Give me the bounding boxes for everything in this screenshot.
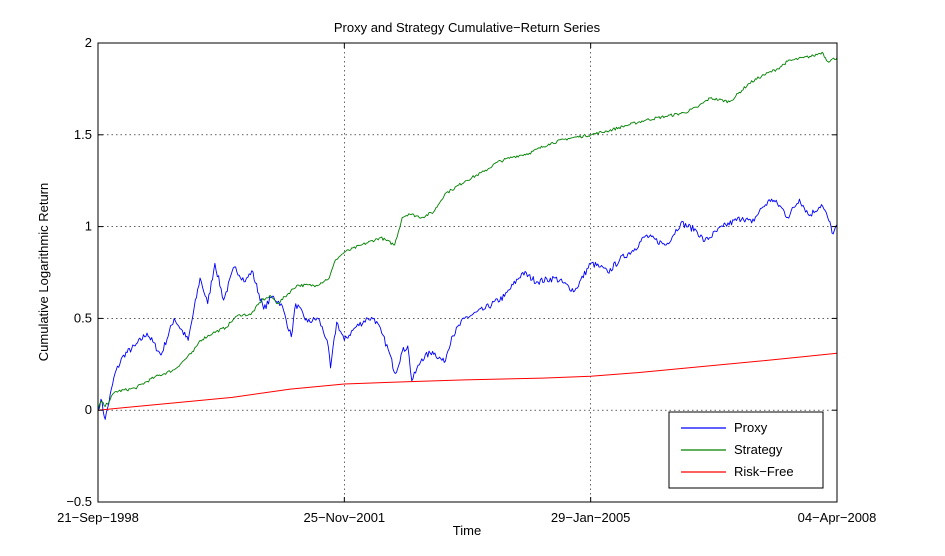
x-tick-label: 04−Apr−2008 xyxy=(798,510,877,525)
legend-label-proxy: Proxy xyxy=(734,420,768,435)
series-line-strategy xyxy=(97,51,838,411)
axis-ticks: 21−Sep−1998 25−Nov−2001 29−Jan−2005 04−Apr−… xyxy=(57,35,876,525)
x-tick-label: 21−Sep−1998 xyxy=(57,510,139,525)
x-tick-label: 29−Jan−2005 xyxy=(551,510,631,525)
y-tick-label: −0.5 xyxy=(66,494,92,509)
series-line-proxy xyxy=(97,198,838,420)
y-axis-label: Cumulative Logarithmic Return xyxy=(36,183,51,361)
x-tick-label: 25−Nov−2001 xyxy=(303,510,385,525)
x-axis-label: Time xyxy=(453,523,481,538)
series-line-risk-free xyxy=(97,352,838,411)
legend-label-risk-free: Risk−Free xyxy=(734,464,794,479)
y-tick-label: 2 xyxy=(85,35,92,50)
grid-lines xyxy=(98,43,837,502)
y-tick-label: 0.5 xyxy=(74,310,92,325)
chart-title: Proxy and Strategy Cumulative−Return Ser… xyxy=(334,20,601,35)
y-tick-label: 1.5 xyxy=(74,127,92,142)
plot-frame xyxy=(97,42,838,503)
y-tick-label: 1 xyxy=(85,219,92,234)
y-tick-label: 0 xyxy=(85,402,92,417)
legend: Proxy Strategy Risk−Free xyxy=(668,411,824,489)
series-lines xyxy=(97,51,838,420)
legend-label-strategy: Strategy xyxy=(734,442,783,457)
